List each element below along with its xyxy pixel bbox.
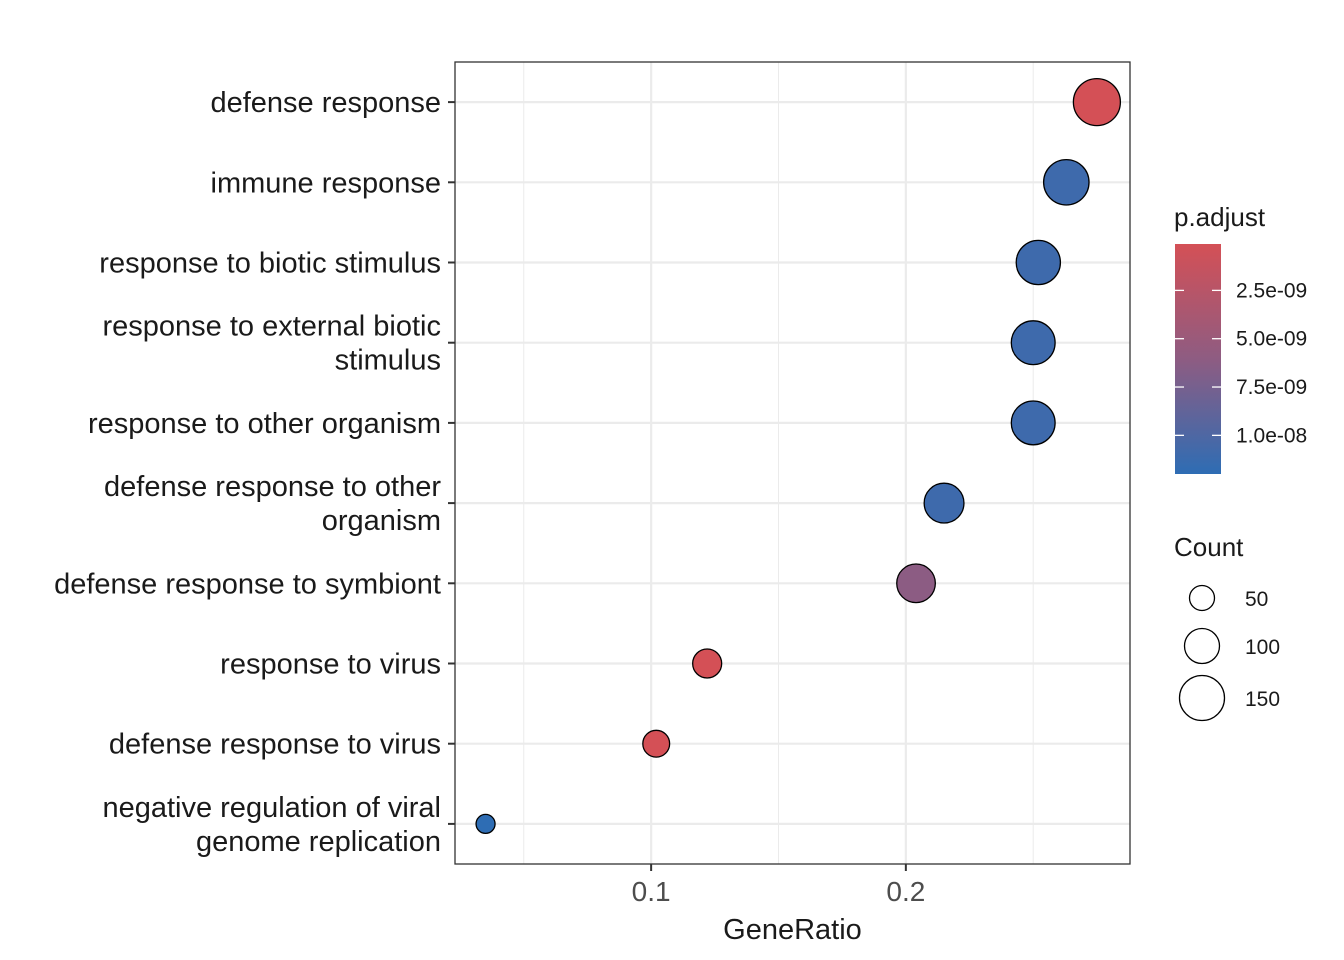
x-axis: 0.1 0.2	[632, 864, 925, 907]
data-point	[1072, 77, 1122, 127]
x-tick-label: 0.2	[886, 876, 925, 907]
size-legend-label: 100	[1245, 636, 1280, 659]
data-point	[896, 563, 936, 604]
category-label-line: immune response	[211, 167, 442, 199]
category-label-line: genome replication	[196, 826, 441, 858]
data-point	[923, 482, 965, 524]
data-points	[475, 77, 1122, 835]
category-label: response to biotic stimulus	[99, 248, 441, 280]
x-tick-label: 0.1	[632, 876, 671, 907]
category-label-line: defense response to symbiont	[54, 568, 441, 600]
category-label: negative regulation of viral genome repli…	[102, 792, 441, 858]
category-label: immune response	[211, 167, 442, 199]
category-label-line: stimulus	[335, 345, 441, 377]
colorbar-tick-label: 1.0e-08	[1236, 424, 1307, 447]
category-label: defense response to symbiont	[54, 568, 441, 600]
data-point	[1015, 239, 1062, 286]
category-label-line: defense response to virus	[109, 729, 441, 761]
data-point	[475, 813, 496, 835]
panel-border	[454, 61, 1131, 865]
category-label: response to other organism	[88, 408, 441, 440]
data-point	[642, 729, 671, 758]
data-point	[692, 648, 723, 679]
category-label: response to virus	[220, 649, 441, 681]
x-axis-title: GeneRatio	[723, 914, 862, 946]
size-legend-label: 50	[1245, 588, 1268, 611]
colorbar-tick-label: 5.0e-09	[1236, 328, 1307, 351]
category-label-line: defense response to other	[104, 471, 441, 503]
p-adjust-legend-title: p.adjust	[1174, 202, 1266, 232]
size-legend-label: 150	[1245, 688, 1280, 711]
count-legend-title: Count	[1174, 532, 1244, 562]
colorbar-tick-label: 7.5e-09	[1236, 376, 1307, 399]
y-axis: defense response immune response response …	[54, 87, 455, 858]
category-label-line: response to biotic stimulus	[99, 248, 441, 280]
minor-grid	[523, 62, 1034, 864]
data-point	[1010, 400, 1056, 446]
category-label-line: response to other organism	[88, 408, 441, 440]
category-label: response to external biotic stimulus	[102, 311, 441, 377]
data-point	[1010, 320, 1056, 366]
category-label-line: defense response	[210, 87, 441, 119]
data-point	[1042, 158, 1090, 206]
size-legend-circle	[1188, 584, 1216, 612]
panel-background	[455, 62, 1130, 864]
category-label-line: response to external biotic	[102, 311, 441, 343]
p-adjust-legend: p.adjust 2.5e-09 5.0e-09 7.5e-09 1.0e-08	[1174, 202, 1307, 474]
category-label-line: organism	[322, 505, 441, 537]
count-legend: Count 50 100 150	[1174, 532, 1280, 722]
category-label: defense response to virus	[109, 729, 441, 761]
size-legend-circle	[1178, 674, 1226, 722]
p-adjust-colorbar	[1175, 244, 1221, 474]
category-label: defense response	[210, 87, 441, 119]
colorbar-tick-label: 2.5e-09	[1236, 279, 1307, 302]
size-legend-circle	[1183, 627, 1221, 665]
category-label-line: response to virus	[220, 649, 441, 681]
category-label: defense response to other organism	[104, 471, 441, 537]
category-label-line: negative regulation of viral	[102, 792, 441, 824]
